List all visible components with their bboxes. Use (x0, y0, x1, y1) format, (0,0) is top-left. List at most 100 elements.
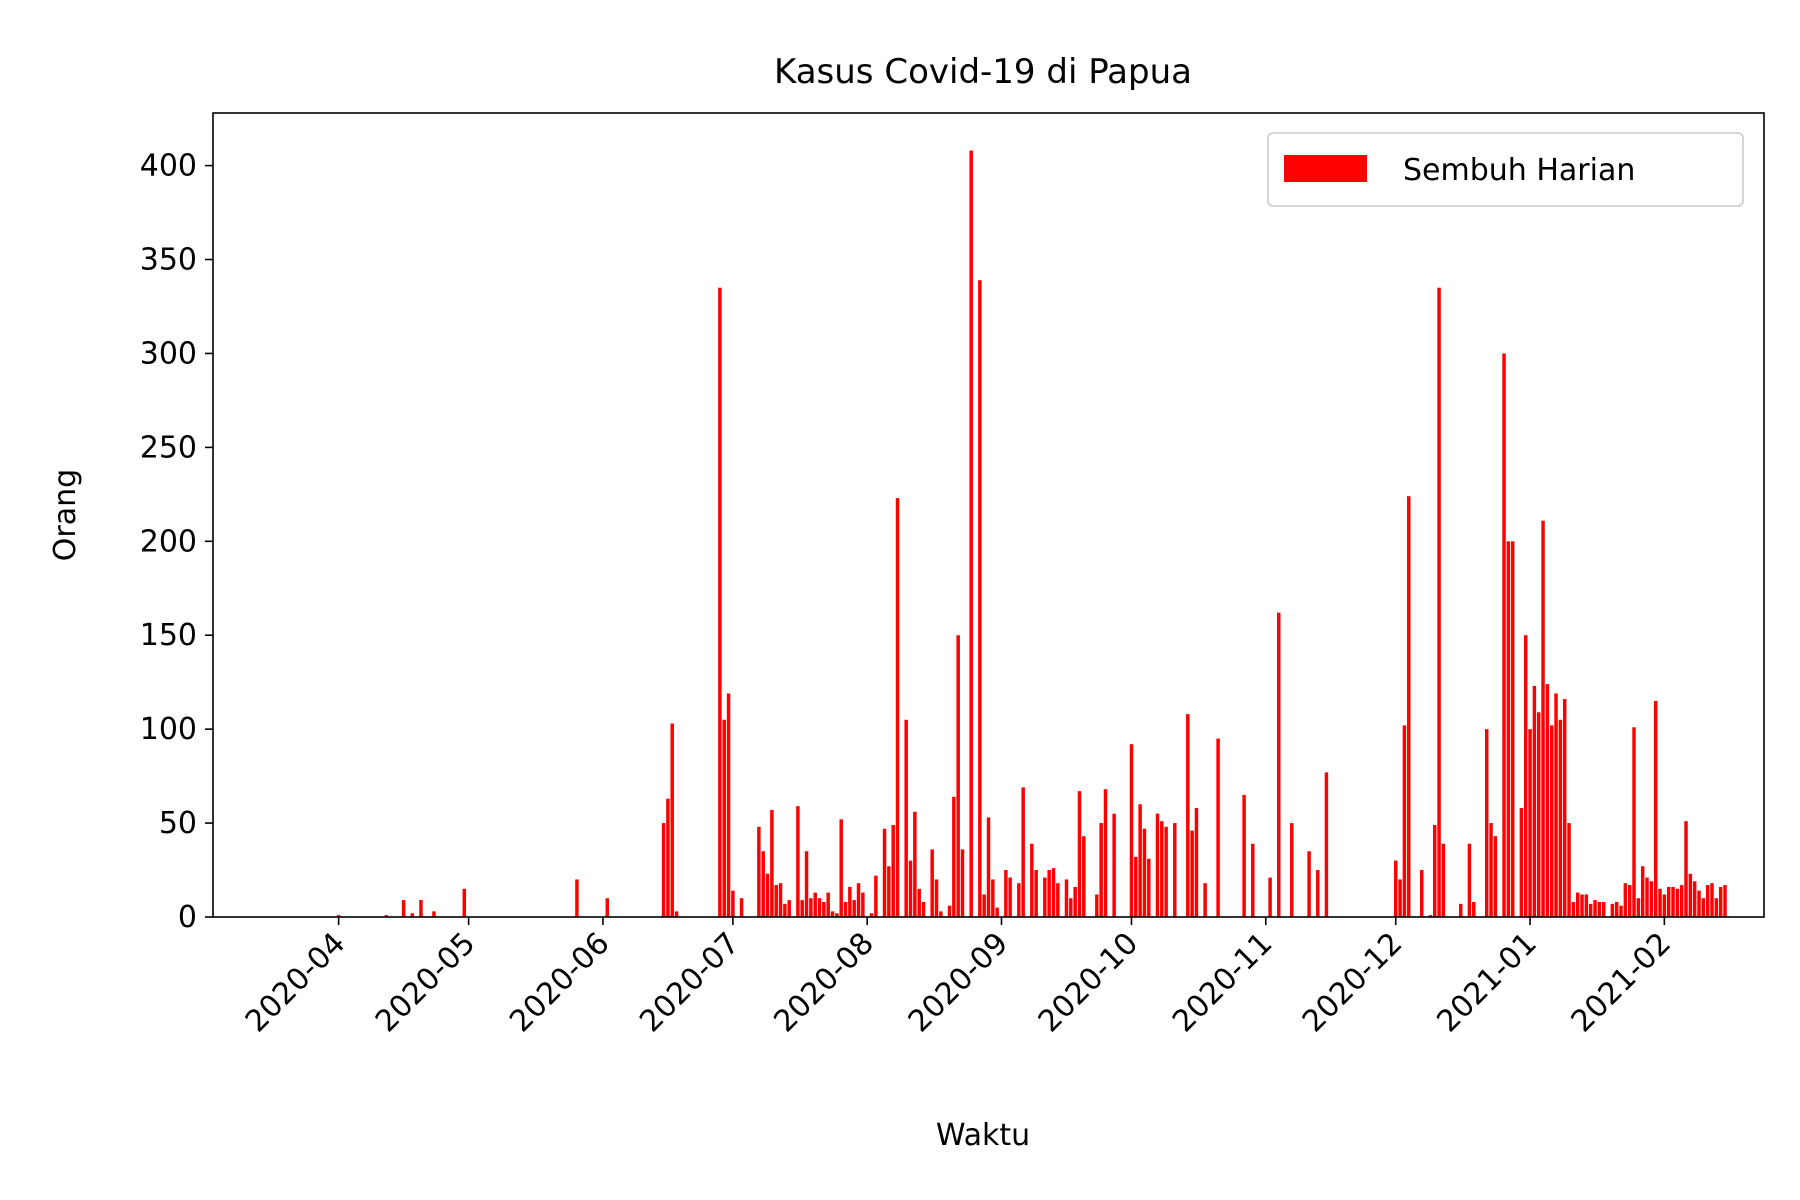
bar (956, 635, 960, 917)
bar (1216, 738, 1220, 917)
y-tick-label: 0 (178, 900, 197, 935)
bar (1619, 905, 1623, 917)
bar (1242, 794, 1246, 917)
bar (1437, 287, 1441, 917)
bar (401, 900, 406, 917)
bar (882, 828, 887, 917)
bar (605, 898, 609, 917)
bar (1467, 843, 1472, 917)
bar (1047, 870, 1051, 917)
chart-title: Kasus Covid-19 di Papua (774, 52, 1192, 92)
bar (1653, 700, 1658, 917)
bar (1493, 836, 1498, 917)
bar (1316, 870, 1320, 917)
bar (661, 823, 666, 917)
bar (1186, 714, 1190, 917)
bar (1073, 886, 1077, 917)
bar (1402, 725, 1407, 917)
legend-label: Sembuh Harian (1403, 153, 1635, 188)
y-tick-label: 50 (159, 806, 197, 841)
bar (1160, 821, 1164, 917)
bar (830, 911, 835, 917)
bar (1155, 813, 1160, 917)
legend-box (1267, 132, 1744, 207)
bar (1701, 898, 1706, 917)
bar (1536, 712, 1541, 917)
bar (947, 905, 952, 917)
bar (809, 898, 813, 917)
bar (575, 879, 579, 917)
bar (718, 287, 722, 917)
bar (826, 892, 830, 917)
bar (1290, 823, 1294, 917)
bar (1584, 894, 1589, 917)
bar (1069, 898, 1073, 917)
bar (787, 900, 791, 917)
bar (674, 911, 679, 917)
bar (835, 913, 839, 917)
bar (1030, 843, 1034, 917)
bar (1671, 886, 1675, 917)
bar (1506, 541, 1511, 917)
bar (666, 798, 670, 917)
bar (1632, 727, 1636, 917)
bar (384, 915, 389, 917)
bar (1398, 879, 1402, 917)
y-axis-label: Orang (48, 469, 83, 561)
bar (1502, 353, 1506, 917)
bar (432, 911, 436, 917)
bar (731, 890, 735, 917)
bar (1017, 883, 1021, 917)
bar (722, 719, 726, 917)
bar (1307, 851, 1311, 917)
bar (934, 879, 939, 917)
legend: Sembuh Harian (1267, 132, 1744, 207)
bar (1268, 877, 1272, 917)
bar (982, 894, 986, 917)
bar (1710, 883, 1714, 917)
bar (1597, 901, 1602, 917)
bar (1580, 894, 1584, 917)
bar (856, 883, 861, 917)
bar (726, 693, 731, 917)
bar (1173, 823, 1177, 917)
bar (778, 883, 783, 917)
bar (1528, 729, 1532, 917)
bar (1519, 808, 1524, 917)
bar (1545, 684, 1550, 917)
bar (1645, 877, 1649, 917)
bar (1593, 900, 1597, 917)
bar (1008, 877, 1012, 917)
bar (1623, 883, 1628, 917)
bar (1203, 883, 1207, 917)
bar (1251, 843, 1255, 917)
bar (1056, 883, 1060, 917)
bar (1051, 868, 1056, 917)
bar (1567, 823, 1571, 917)
bar (336, 915, 341, 917)
bar (770, 809, 774, 917)
bar (1138, 804, 1142, 917)
bar (895, 498, 900, 917)
bar (1588, 903, 1593, 917)
bar (1684, 821, 1688, 917)
bar (1662, 894, 1667, 917)
bar (939, 911, 943, 917)
bar (1004, 870, 1008, 917)
bar (1472, 901, 1476, 917)
bar (1420, 870, 1424, 917)
bar (852, 900, 856, 917)
bar (1082, 836, 1086, 917)
bar (1112, 813, 1116, 917)
bar (1034, 870, 1038, 917)
bar (1636, 898, 1641, 917)
bar (1164, 826, 1168, 917)
bar (410, 913, 415, 917)
bar (1675, 888, 1680, 917)
bar (774, 885, 778, 917)
bar (887, 866, 891, 917)
bar (1697, 890, 1701, 917)
bar (991, 879, 995, 917)
bar (1627, 885, 1632, 917)
bar (913, 811, 917, 917)
